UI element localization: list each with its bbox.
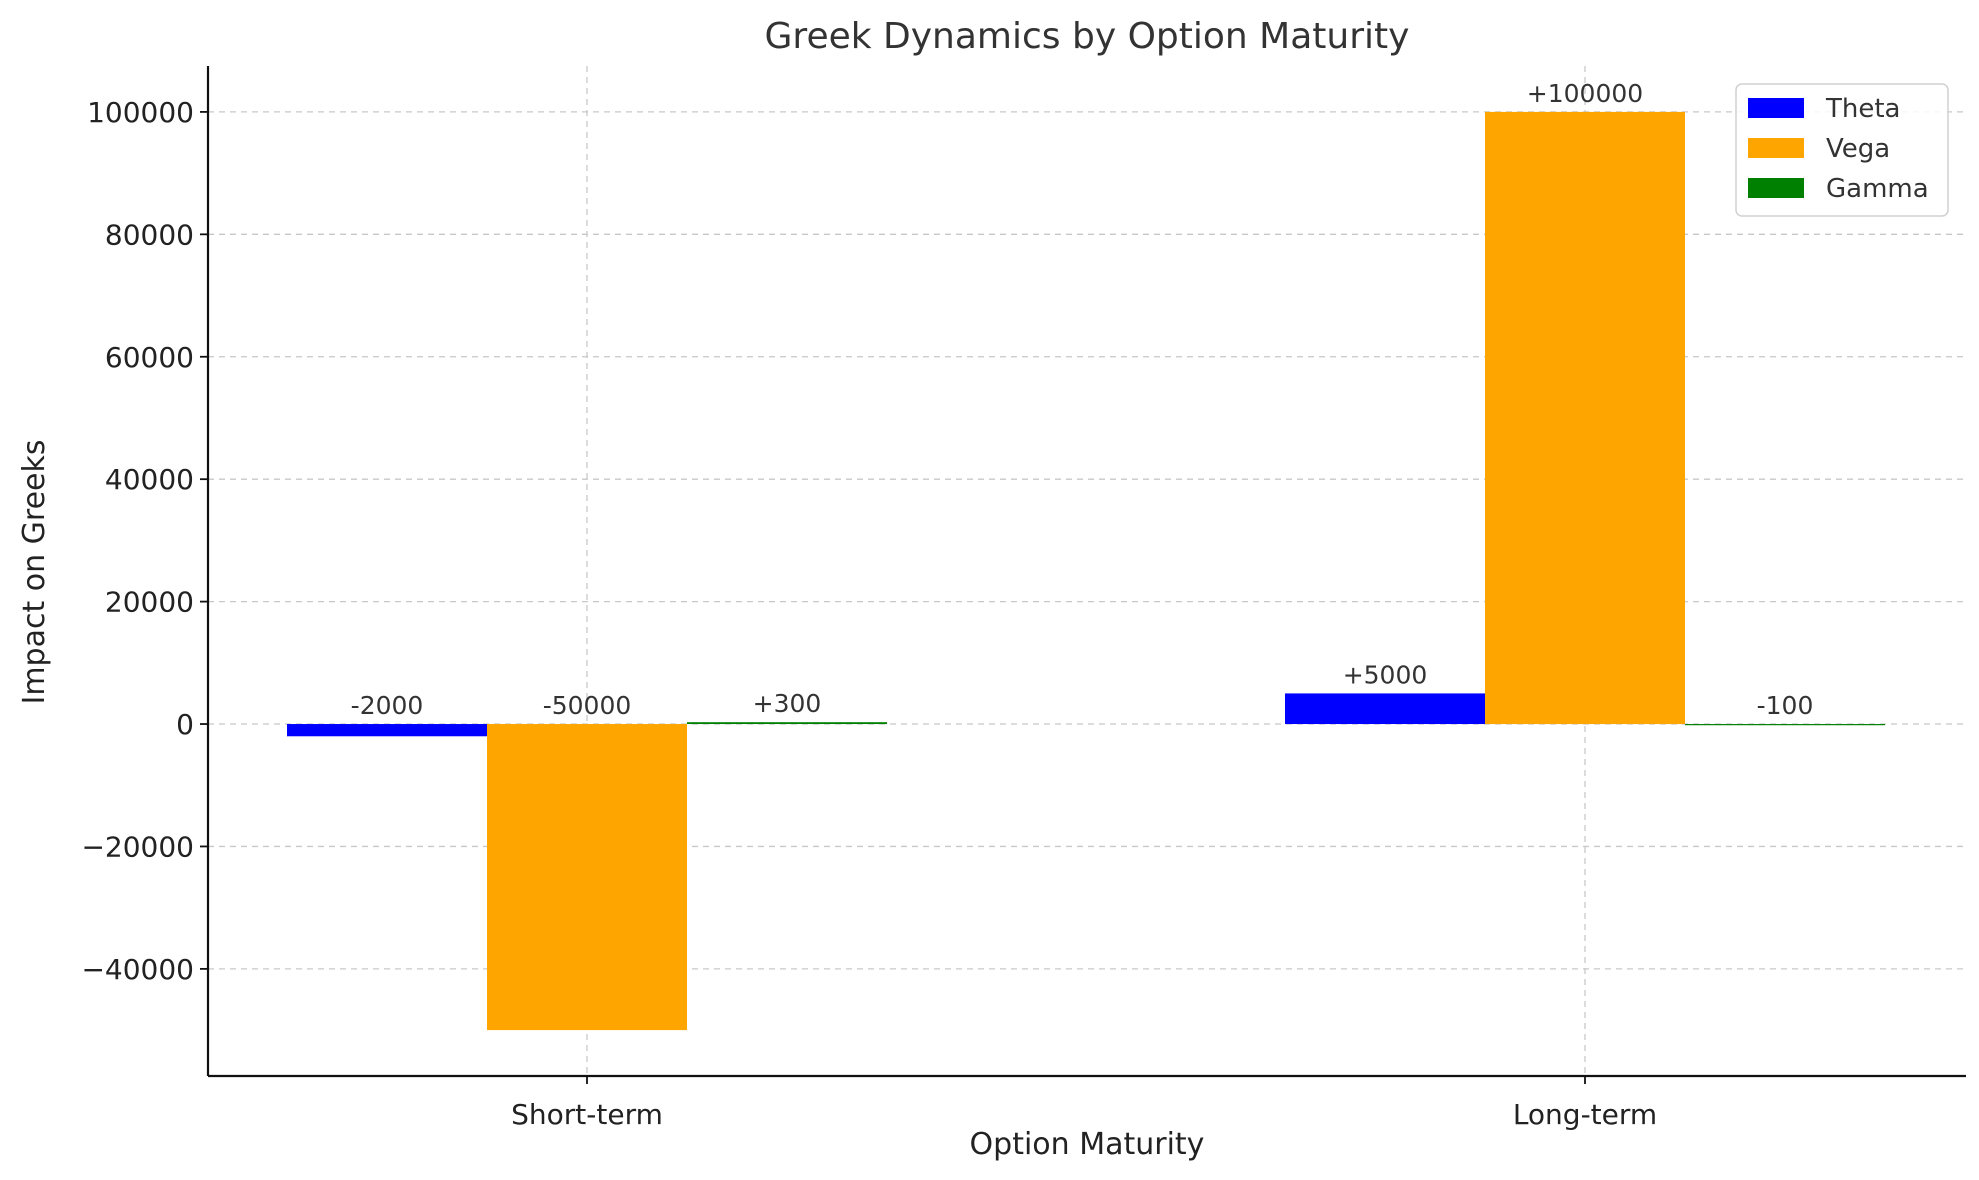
legend-label: Vega bbox=[1826, 134, 1890, 164]
y-tick-label: −40000 bbox=[81, 953, 194, 986]
y-axis-title: Impact on Greeks bbox=[17, 439, 52, 704]
x-axis-title: Option Maturity bbox=[970, 1127, 1205, 1162]
y-tick-label: 60000 bbox=[105, 341, 194, 374]
data-label: -50000 bbox=[543, 691, 632, 720]
y-tick-label: −20000 bbox=[81, 830, 194, 863]
x-tick-label: Long-term bbox=[1513, 1098, 1657, 1131]
data-label: -100 bbox=[1757, 691, 1814, 720]
x-tick-label: Short-term bbox=[511, 1098, 663, 1131]
axes: −40000 −20000 0 20000 40000 60000 80000 100000 S… bbox=[81, 66, 1966, 1131]
legend-swatch bbox=[1748, 138, 1804, 158]
data-label: -2000 bbox=[351, 691, 424, 720]
y-tick-label: 0 bbox=[176, 708, 194, 741]
bar-gamma bbox=[1685, 724, 1885, 726]
bar-theta bbox=[1285, 693, 1485, 725]
bar-vega bbox=[487, 724, 687, 1031]
data-label: +300 bbox=[753, 689, 822, 718]
bars bbox=[287, 111, 1885, 1031]
y-tick-label: 80000 bbox=[105, 218, 194, 251]
data-label: +100000 bbox=[1527, 79, 1643, 108]
legend-swatch bbox=[1748, 98, 1804, 118]
legend-label: Theta bbox=[1825, 94, 1900, 124]
bar-gamma bbox=[687, 722, 887, 725]
legend-label: Gamma bbox=[1826, 174, 1929, 204]
grid-lines bbox=[208, 66, 1966, 1076]
bar-theta bbox=[287, 724, 487, 737]
data-label: +5000 bbox=[1343, 660, 1428, 689]
y-tick-label: 40000 bbox=[105, 463, 194, 496]
legend-swatch bbox=[1748, 178, 1804, 198]
legend: Theta Vega Gamma bbox=[1735, 83, 1949, 217]
y-tick-label: 100000 bbox=[87, 96, 194, 129]
bar-vega bbox=[1485, 111, 1685, 725]
chart-title: Greek Dynamics by Option Maturity bbox=[765, 16, 1410, 57]
y-tick-label: 20000 bbox=[105, 586, 194, 619]
data-labels: -2000 +5000 -50000 +100000 +300 -100 bbox=[351, 79, 1814, 720]
